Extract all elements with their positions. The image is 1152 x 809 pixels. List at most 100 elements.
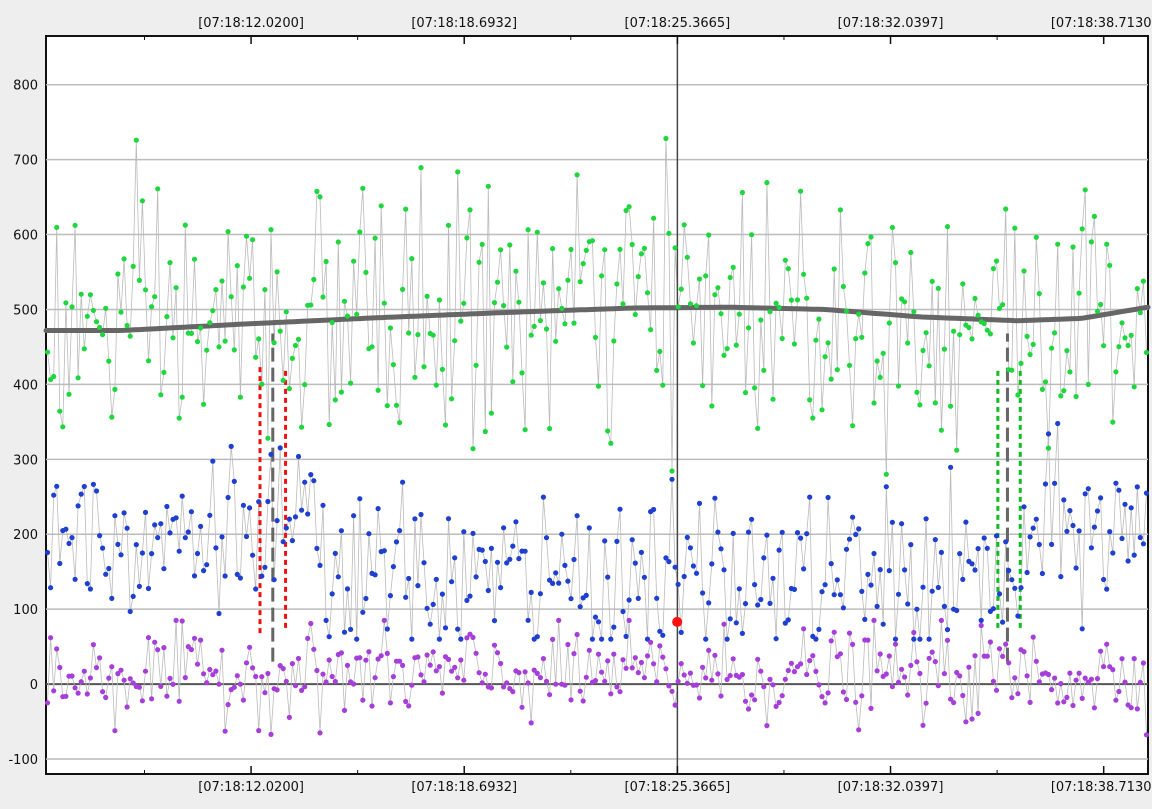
- data-point: [305, 511, 311, 517]
- data-point: [837, 651, 844, 657]
- data-point: [323, 679, 329, 685]
- data-point: [130, 593, 136, 600]
- data-point: [703, 273, 709, 279]
- data-point: [240, 502, 246, 508]
- data-point: [611, 338, 617, 344]
- data-point: [547, 426, 553, 432]
- data-point: [449, 668, 455, 674]
- data-point: [139, 550, 145, 556]
- data-point: [883, 484, 889, 490]
- data-point: [951, 328, 957, 334]
- data-point: [504, 560, 510, 566]
- data-point: [351, 258, 357, 264]
- data-point: [485, 183, 491, 189]
- data-point: [874, 603, 880, 610]
- data-point: [243, 233, 250, 239]
- data-point: [106, 358, 112, 364]
- data-point: [329, 673, 335, 680]
- data-point: [745, 706, 752, 712]
- data-point: [473, 362, 479, 368]
- data-point: [1045, 671, 1052, 678]
- data-point: [1064, 348, 1070, 354]
- data-point: [191, 573, 198, 579]
- data-point: [295, 453, 302, 460]
- data-point: [954, 669, 960, 676]
- data-point: [641, 574, 648, 580]
- data-point: [1116, 688, 1122, 695]
- data-point: [819, 407, 825, 413]
- data-point: [929, 588, 935, 594]
- data-point: [853, 336, 859, 342]
- data-point: [280, 539, 286, 545]
- data-point: [644, 653, 651, 659]
- data-point: [687, 545, 694, 551]
- data-point: [816, 316, 822, 322]
- data-point: [605, 574, 611, 580]
- data-point: [758, 596, 764, 603]
- data-point: [179, 618, 185, 624]
- data-point: [724, 636, 730, 642]
- data-point: [1113, 697, 1119, 703]
- data-point: [791, 586, 798, 593]
- data-point: [262, 564, 268, 570]
- data-point: [335, 239, 341, 245]
- data-point: [142, 668, 149, 674]
- data-point: [525, 680, 531, 686]
- data-point: [158, 683, 164, 690]
- data-point: [243, 533, 250, 540]
- data-point: [794, 297, 801, 303]
- data-point: [145, 635, 152, 641]
- data-point: [972, 295, 978, 302]
- data-point: [761, 367, 767, 373]
- data-point: [859, 334, 865, 340]
- data-point: [902, 299, 908, 305]
- data-point: [323, 617, 329, 624]
- data-point: [320, 671, 326, 677]
- y-tick-label: 0: [30, 678, 38, 693]
- data-point: [540, 656, 547, 662]
- data-point: [60, 424, 66, 430]
- data-point: [351, 681, 357, 687]
- data-point: [207, 512, 213, 518]
- data-point: [274, 269, 280, 275]
- data-point: [562, 321, 568, 327]
- data-point: [669, 688, 675, 694]
- data-point: [136, 277, 142, 283]
- data-point: [81, 483, 87, 490]
- data-point: [491, 642, 498, 648]
- data-point: [136, 684, 142, 690]
- data-point: [709, 561, 715, 567]
- data-point: [742, 390, 749, 396]
- data-point: [813, 668, 819, 675]
- data-point: [75, 690, 81, 696]
- data-point: [384, 650, 390, 657]
- x-tick-label-top: [07:18:18.6932]: [411, 16, 517, 31]
- data-point: [846, 630, 853, 636]
- data-point: [1000, 302, 1006, 308]
- data-point: [727, 274, 733, 281]
- data-point: [727, 673, 733, 679]
- highlight-point[interactable]: [672, 616, 683, 627]
- data-point: [785, 617, 791, 623]
- highlight-dot[interactable]: [672, 616, 683, 627]
- data-point: [81, 346, 87, 352]
- data-point: [250, 665, 256, 671]
- data-point: [739, 671, 746, 678]
- data-point: [1116, 487, 1122, 493]
- data-point: [706, 600, 712, 606]
- data-point: [957, 332, 963, 338]
- data-point: [899, 521, 905, 527]
- data-point: [149, 696, 155, 702]
- data-point: [302, 382, 308, 388]
- data-point: [899, 666, 905, 672]
- data-point: [412, 374, 418, 380]
- plot-area[interactable]: [45, 35, 1149, 775]
- data-point: [1134, 286, 1140, 292]
- data-point: [969, 561, 975, 567]
- data-point: [1015, 613, 1021, 619]
- data-point: [859, 693, 865, 699]
- data-point: [482, 671, 488, 677]
- data-point: [1110, 419, 1116, 425]
- data-point: [1143, 349, 1150, 356]
